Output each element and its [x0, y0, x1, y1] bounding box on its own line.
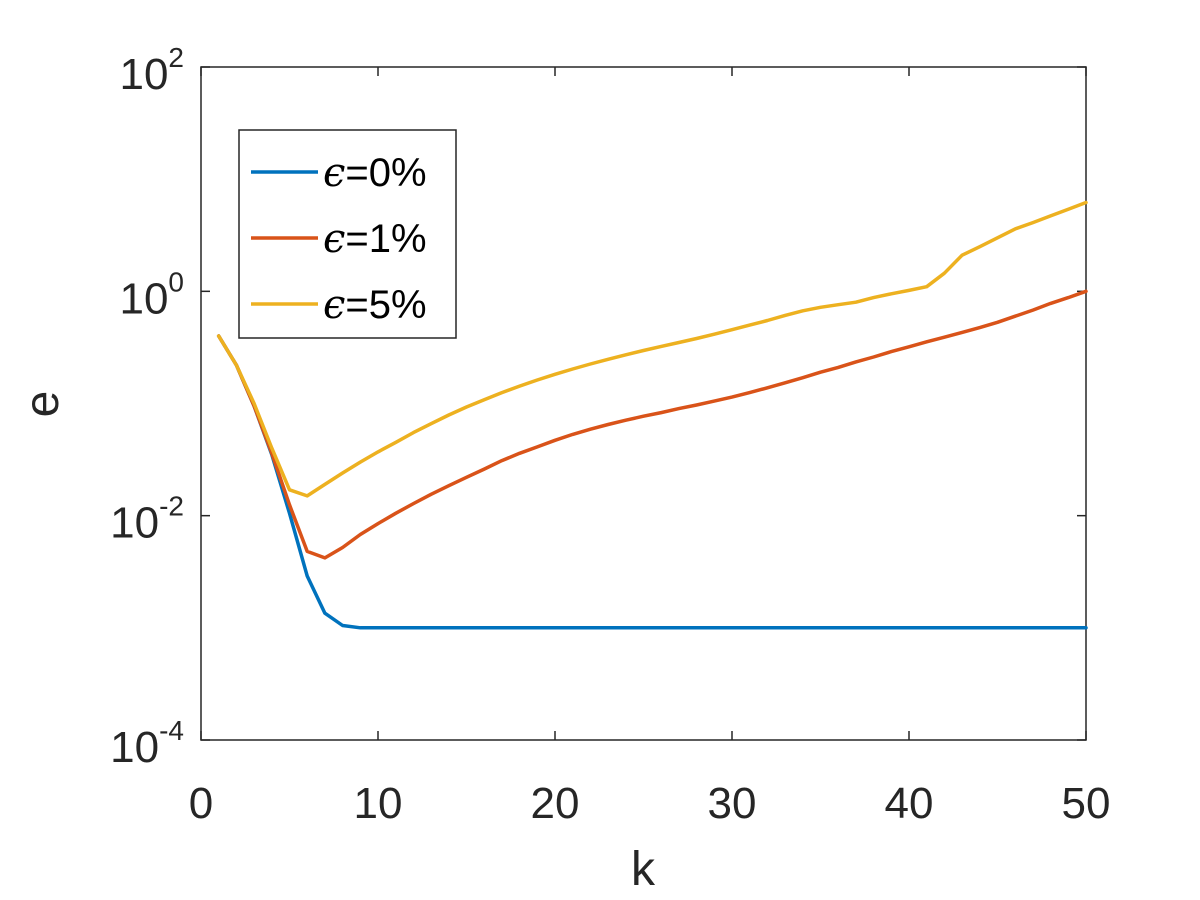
- x-tick-label: 10: [354, 779, 403, 828]
- x-axis-label: k: [631, 843, 656, 896]
- x-tick-label: 0: [189, 779, 213, 828]
- legend-entry: ϵ=1%: [323, 216, 427, 262]
- legend-epsilon-symbol: ϵ: [323, 216, 345, 262]
- legend: ϵ=0%ϵ=1%ϵ=5%: [238, 129, 457, 339]
- y-tick-base: 10: [110, 499, 159, 548]
- x-tick-label: 30: [708, 779, 757, 828]
- series-line-0: [216, 334, 1088, 630]
- series-line-2: [216, 200, 1088, 498]
- legend-entry: ϵ=5%: [323, 282, 427, 328]
- legend-entry-label: =0%: [345, 151, 426, 195]
- y-tick-exponent: 2: [168, 42, 184, 73]
- plot-area-border: [200, 66, 1087, 741]
- x-axis-ticks: 0 10 20 30 40 50: [189, 67, 1111, 828]
- y-tick-label: 100: [119, 266, 184, 323]
- legend-entry-label: =5%: [345, 283, 426, 327]
- y-tick-base: 10: [119, 274, 168, 323]
- series-lines: [216, 200, 1088, 630]
- y-tick-label: 10-2: [110, 491, 184, 548]
- x-tick-label: 40: [885, 779, 934, 828]
- y-axis-label: e: [16, 391, 69, 418]
- y-tick-exponent: 0: [168, 266, 184, 297]
- legend-epsilon-symbol: ϵ: [323, 282, 345, 328]
- plot-frame: [200, 66, 1087, 741]
- legend-entry-label: =1%: [345, 217, 426, 261]
- x-tick-label: 50: [1062, 779, 1111, 828]
- y-tick-label: 10-4: [110, 715, 184, 772]
- legend-entry: ϵ=0%: [323, 150, 427, 196]
- y-tick-exponent: -4: [159, 715, 184, 746]
- series-line-1: [216, 289, 1088, 560]
- y-tick-base: 10: [110, 723, 159, 772]
- x-tick-label: 20: [531, 779, 580, 828]
- legend-epsilon-symbol: ϵ: [323, 150, 345, 196]
- y-tick-base: 10: [119, 50, 168, 99]
- y-tick-exponent: -2: [159, 491, 184, 522]
- y-tick-label: 102: [119, 42, 184, 99]
